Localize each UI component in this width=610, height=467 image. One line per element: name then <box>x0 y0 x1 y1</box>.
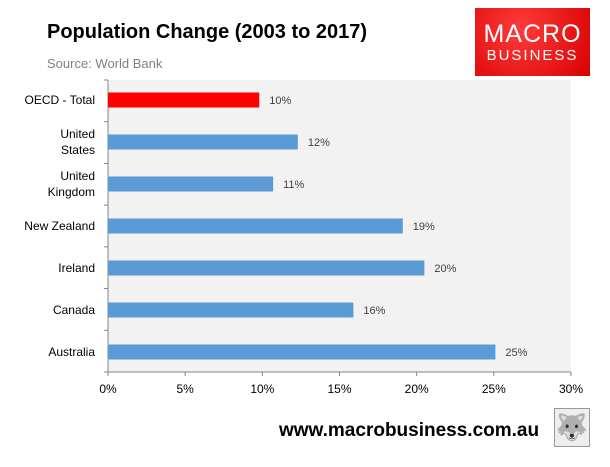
data-label: 19% <box>413 221 435 233</box>
data-label: 25% <box>505 347 527 359</box>
data-label: 20% <box>434 263 456 275</box>
logo-line1: MACRO <box>483 20 582 48</box>
bar-canada <box>108 302 354 318</box>
bar-united-kingdom <box>108 176 274 192</box>
logo-line2: BUSINESS <box>486 47 579 64</box>
bar-australia <box>108 344 496 360</box>
bar-united-states <box>108 134 298 150</box>
footer-url: www.macrobusiness.com.au <box>279 420 540 441</box>
bar-ireland <box>108 260 425 276</box>
wolf-icon: 🐺 <box>554 408 590 447</box>
x-tick-label: 0% <box>99 382 117 396</box>
x-tick-label: 30% <box>559 382 583 396</box>
category-label: Kingdom <box>48 185 95 199</box>
data-label: 16% <box>363 305 385 317</box>
data-label: 10% <box>269 95 291 107</box>
data-label: 12% <box>308 137 330 149</box>
x-tick-label: 25% <box>482 382 506 396</box>
macrobusiness-logo: MACRO BUSINESS <box>475 8 590 76</box>
x-tick-label: 5% <box>176 382 194 396</box>
category-label: OECD - Total <box>25 93 95 107</box>
category-label: United <box>60 127 95 141</box>
x-tick-label: 10% <box>250 382 274 396</box>
bar-new-zealand <box>108 218 403 234</box>
category-label: States <box>61 143 95 157</box>
chart-subtitle: Source: World Bank <box>47 56 163 71</box>
category-label: Ireland <box>58 261 95 275</box>
category-label: Australia <box>48 345 95 359</box>
category-label: Canada <box>53 303 95 317</box>
x-tick-label: 20% <box>405 382 429 396</box>
bar-oecd-total <box>108 92 260 108</box>
x-tick-label: 15% <box>327 382 351 396</box>
chart-title: Population Change (2003 to 2017) <box>47 21 368 43</box>
data-label: 11% <box>283 179 304 191</box>
category-label: New Zealand <box>24 219 95 233</box>
category-label: United <box>60 169 95 183</box>
